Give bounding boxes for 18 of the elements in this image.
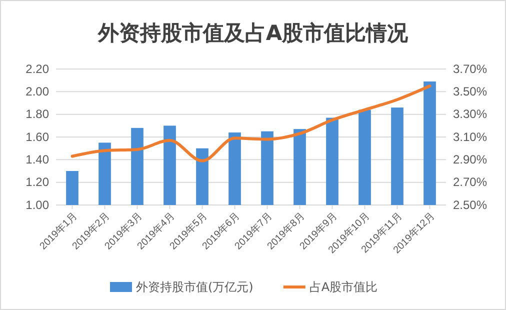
line-series [70, 84, 432, 162]
y2-tick-label: 3.50% [453, 84, 488, 99]
legend-label: 占A股市值比 [309, 280, 378, 294]
y-tick-label: 1.40 [26, 152, 50, 167]
y2-tick-label: 3.70% [453, 62, 488, 76]
y-tick-label: 2.20 [26, 62, 50, 76]
y2-tick-label: 3.30% [453, 107, 488, 122]
y2-tick-label: 2.70% [453, 175, 488, 190]
y2-tick-label: 2.90% [453, 152, 488, 167]
y-tick-label: 1.20 [26, 175, 50, 190]
chart-title: 外资持股市值及占A股市值比情况 [96, 21, 410, 45]
y-tick-label: 1.80 [26, 107, 50, 122]
y2-tick-label: 2.50% [453, 198, 488, 212]
y-tick-label: 2.00 [26, 84, 50, 99]
legend-label: 外资持股市值(万亿元) [136, 280, 254, 294]
y-tick-label: 1.60 [26, 130, 50, 144]
y2-tick-label: 3.10% [453, 130, 488, 144]
y-tick-label: 1.00 [26, 198, 50, 212]
